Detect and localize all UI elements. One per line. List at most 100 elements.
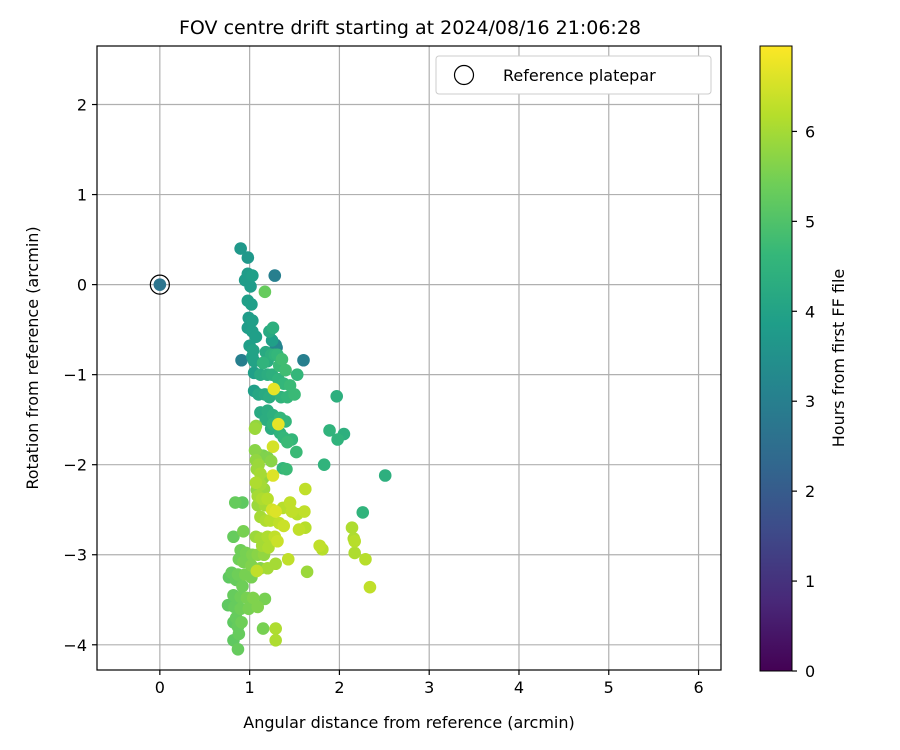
reference-platepar-ring: [149, 274, 170, 295]
data-point: [300, 565, 314, 579]
y-tick-label: 1: [77, 186, 87, 205]
chart-title: FOV centre drift starting at 2024/08/16 …: [179, 17, 641, 39]
colorbar-tick-label: 5: [805, 212, 815, 231]
data-point: [313, 539, 326, 553]
x-tick-label: 1: [245, 678, 255, 697]
data-point: [269, 633, 282, 647]
data-point: [271, 534, 284, 548]
data-point: [245, 298, 258, 311]
x-tick-label: 6: [693, 678, 703, 697]
data-point: [249, 476, 263, 490]
data-point: [250, 564, 264, 578]
data-point: [234, 242, 247, 255]
data-point: [258, 285, 272, 299]
data-point: [248, 443, 262, 457]
data-point: [269, 622, 282, 635]
data-point: [248, 422, 262, 435]
y-axis-label: Rotation from reference (arcmin): [23, 226, 42, 489]
y-tick-label: −1: [63, 366, 87, 385]
data-point: [330, 389, 344, 403]
data-point: [235, 615, 248, 629]
data-point: [246, 344, 260, 357]
colorbar-tick-label: 0: [805, 662, 815, 681]
legend-marker-icon: [453, 64, 475, 86]
y-tick-label: −2: [63, 456, 87, 475]
y-tick-label: 0: [77, 276, 87, 295]
colorbar-tick-label: 6: [805, 122, 815, 141]
colorbar-tick-label: 2: [805, 482, 815, 501]
x-tick-label: 5: [604, 678, 614, 697]
reference-marker: [149, 274, 170, 295]
data-point: [297, 353, 310, 367]
colorbar-tick-label: 4: [805, 302, 815, 321]
data-point: [237, 525, 250, 538]
data-point: [275, 353, 289, 366]
data-point: [256, 356, 270, 370]
colorbar: 0 1 2 3 4 5 6 Hours from first FF file: [759, 45, 848, 681]
data-point: [299, 482, 312, 496]
x-tick-label: 0: [155, 678, 165, 697]
y-tick-label: 2: [77, 96, 87, 115]
data-point: [261, 492, 274, 506]
data-point: [228, 496, 242, 509]
data-point: [356, 506, 370, 519]
data-point: [363, 580, 377, 594]
plot-area: 0 1 2 3 4 5 6 −4 −3 −2 −1 0 1 2: [63, 45, 722, 697]
plot-background: [97, 46, 721, 670]
colorbar-label: Hours from first FF file: [829, 269, 848, 448]
data-point: [269, 505, 282, 518]
data-point: [235, 353, 248, 367]
x-tick-label: 2: [334, 678, 344, 697]
data-point: [345, 521, 359, 535]
data-point: [266, 321, 280, 335]
data-point: [246, 314, 259, 327]
data-point: [227, 530, 240, 544]
data-point: [331, 433, 344, 446]
legend-box: [435, 55, 712, 95]
y-axis-ticks: −4 −3 −2 −1 0 1 2: [63, 96, 97, 655]
x-axis-label: Angular distance from reference (arcmin): [243, 713, 574, 732]
plot-frame: [96, 45, 722, 671]
colorbar-gradient: [760, 46, 792, 671]
data-point: [231, 642, 245, 656]
data-point: [266, 440, 280, 453]
data-point: [378, 469, 392, 482]
colorbar-ticks: 0 1 2 3 4 5 6: [792, 122, 815, 681]
data-point: [281, 552, 295, 566]
data-point: [236, 579, 249, 593]
data-point: [267, 382, 281, 396]
data-point: [249, 330, 263, 344]
x-tick-label: 3: [424, 678, 434, 697]
data-point: [277, 519, 291, 533]
data-point: [288, 388, 301, 401]
data-point: [279, 363, 292, 377]
reference-point: [153, 278, 167, 291]
data-point: [280, 462, 293, 476]
colorbar-tick-label: 1: [805, 572, 815, 591]
data-point: [298, 505, 311, 518]
data-point: [348, 546, 361, 560]
data-point: [251, 600, 265, 614]
data-point: [281, 435, 294, 449]
data-point: [272, 417, 285, 431]
data-point: [246, 269, 259, 282]
data-point: [232, 627, 246, 641]
x-axis-ticks: 0 1 2 3 4 5 6: [155, 670, 704, 697]
legend-label: Reference platepar: [503, 66, 656, 85]
data-point: [323, 424, 336, 437]
legend: Reference platepar: [435, 55, 712, 95]
y-tick-label: −4: [63, 636, 87, 655]
data-point: [292, 523, 306, 536]
data-point: [348, 534, 361, 548]
y-tick-label: −3: [63, 546, 87, 565]
data-point: [256, 622, 270, 635]
data-point: [266, 469, 280, 482]
data-point: [285, 505, 299, 518]
data-point: [359, 552, 372, 566]
colorbar-tick-label: 3: [805, 392, 815, 411]
data-point: [258, 592, 272, 606]
data-point: [261, 561, 274, 575]
data-point: [262, 541, 275, 554]
grid-lines: [97, 46, 721, 670]
